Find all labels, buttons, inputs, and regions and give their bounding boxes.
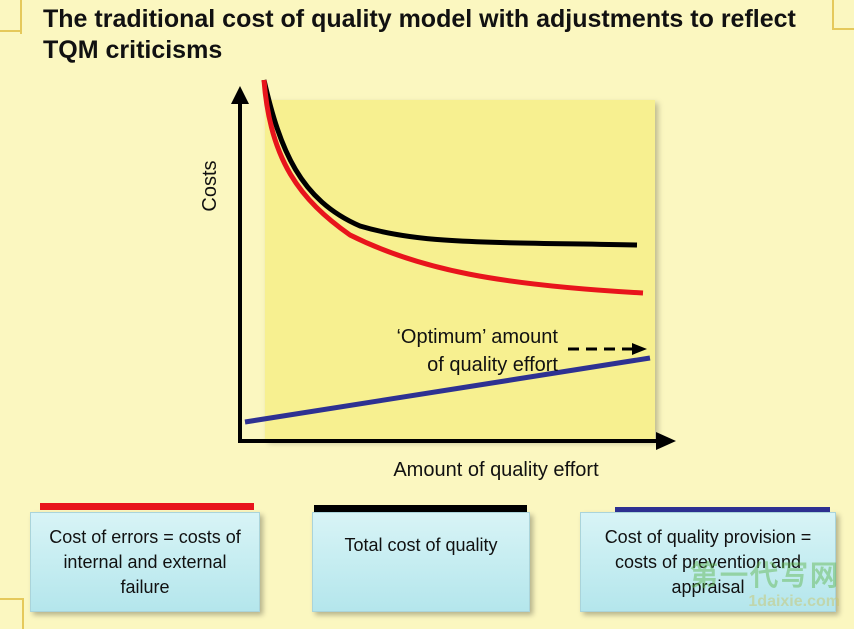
cost-of-errors-curve <box>261 79 644 296</box>
corner-mark-top-left-v <box>20 0 22 34</box>
corner-mark-top-right <box>832 28 854 30</box>
legend-box-errors: Cost of errors = costs of internal and e… <box>30 512 260 612</box>
legend-label-errors: Cost of errors = costs of internal and e… <box>49 526 241 597</box>
legend-swatch-total <box>314 505 527 512</box>
quality-provision-line <box>244 355 651 425</box>
y-axis-label: Costs <box>199 160 221 211</box>
y-axis-arrow <box>231 86 249 104</box>
legend-box-provision: Cost of quality provision = costs of pre… <box>580 512 836 612</box>
slide-title: The traditional cost of quality model wi… <box>43 5 796 64</box>
optimum-label-line1: ‘Optimum’ amount <box>396 326 558 348</box>
watermark-text-cn: 第一代写网 <box>689 560 840 591</box>
optimum-arrow-head <box>632 343 647 355</box>
legend-label-total: Total cost of quality <box>344 535 498 555</box>
corner-mark-top-left <box>0 30 22 32</box>
legend-swatch-provision <box>615 507 830 514</box>
x-axis-label: Amount of quality effort <box>393 459 599 481</box>
watermark: 第一代写网 1daixie.com <box>670 560 840 620</box>
corner-mark-bottom-left-v <box>22 598 24 629</box>
watermark-text-en: 1daixie.com <box>748 593 840 610</box>
corner-mark-bottom-left <box>0 598 24 600</box>
corner-mark-top-right-v <box>832 0 834 30</box>
legend-swatch-errors <box>40 503 254 510</box>
legend-label-provision: Cost of quality provision = costs of pre… <box>604 526 812 597</box>
legend-box-total: Total cost of quality <box>312 512 530 612</box>
total-cost-curve <box>261 79 638 248</box>
optimum-label-line2: of quality effort <box>427 354 558 376</box>
x-axis-arrow <box>656 432 676 450</box>
